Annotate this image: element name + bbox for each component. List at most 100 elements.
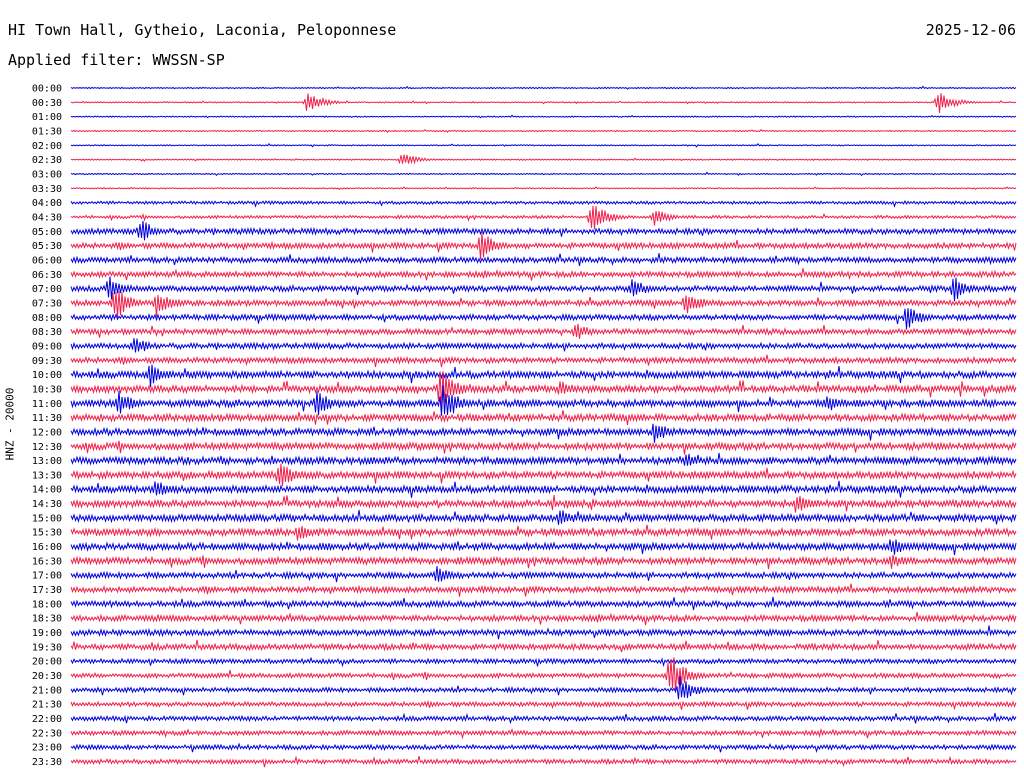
trace-row-2230 — [70, 727, 1017, 740]
row-time-label: 21:00 — [32, 685, 62, 696]
row-time-label: 03:30 — [32, 184, 62, 195]
trace-row-1100 — [70, 385, 1017, 416]
trace-row-0230 — [70, 154, 1017, 165]
trace-row-0700 — [70, 276, 1017, 302]
trace-row-0500 — [70, 220, 1017, 241]
row-time-label: 16:00 — [32, 542, 62, 553]
row-time-label: 18:00 — [32, 599, 62, 610]
trace-row-1530 — [70, 524, 1017, 541]
row-time-label: 15:00 — [32, 513, 62, 524]
trace-row-0330 — [70, 186, 1017, 191]
trace-row-0100 — [70, 114, 1017, 119]
row-time-label: 04:00 — [32, 198, 62, 209]
row-time-label: 09:00 — [32, 341, 62, 352]
row-time-label: 12:00 — [32, 427, 62, 438]
trace-row-1130 — [70, 410, 1017, 425]
trace-row-1930 — [70, 639, 1017, 653]
row-time-label: 17:30 — [32, 585, 62, 596]
trace-row-0730 — [70, 291, 1017, 318]
row-time-label: 14:00 — [32, 485, 62, 496]
filter-label: Applied filter: WWSSN-SP — [8, 51, 225, 69]
row-time-label: 13:00 — [32, 456, 62, 467]
trace-row-0530 — [70, 232, 1017, 260]
row-time-label: 22:00 — [32, 714, 62, 725]
row-time-label: 01:30 — [32, 126, 62, 137]
row-time-label: 02:30 — [32, 155, 62, 166]
row-time-label: 13:30 — [32, 470, 62, 481]
trace-row-0130 — [70, 128, 1017, 134]
trace-row-1500 — [70, 509, 1017, 525]
trace-row-0400 — [70, 200, 1017, 208]
row-time-label: 23:30 — [32, 757, 62, 768]
trace-row-1800 — [70, 596, 1017, 611]
trace-row-1200 — [70, 423, 1017, 443]
trace-row-0300 — [70, 171, 1017, 177]
date-label: 2025-12-06 — [925, 21, 1016, 39]
row-time-label: 23:00 — [32, 743, 62, 754]
trace-row-1900 — [70, 625, 1017, 640]
trace-row-1700 — [70, 565, 1017, 583]
row-time-label: 19:30 — [32, 642, 62, 653]
row-time-label: 08:30 — [32, 327, 62, 338]
trace-row-1430 — [70, 494, 1017, 513]
row-time-label: 03:00 — [32, 169, 62, 180]
row-time-label: 12:30 — [32, 442, 62, 453]
row-time-label: 07:00 — [32, 284, 62, 295]
trace-row-0900 — [70, 338, 1017, 353]
row-time-label: 22:30 — [32, 728, 62, 739]
row-time-label: 16:30 — [32, 556, 62, 567]
trace-row-1030 — [70, 371, 1017, 409]
trace-row-0430 — [70, 205, 1017, 230]
row-time-label: 02:00 — [32, 141, 62, 152]
row-time-label: 07:30 — [32, 298, 62, 309]
row-time-label: 06:30 — [32, 270, 62, 281]
trace-row-0000 — [70, 85, 1017, 90]
trace-row-1400 — [70, 480, 1017, 498]
trace-row-2100 — [70, 675, 1017, 700]
trace-row-0200 — [70, 142, 1017, 148]
trace-row-1330 — [70, 463, 1017, 487]
trace-row-0800 — [70, 308, 1017, 330]
row-time-label: 01:00 — [32, 112, 62, 123]
trace-row-1600 — [70, 539, 1017, 556]
row-time-label: 11:00 — [32, 399, 62, 410]
row-time-label: 05:00 — [32, 227, 62, 238]
trace-row-2300 — [70, 742, 1017, 754]
row-time-label: 14:30 — [32, 499, 62, 510]
row-time-label: 00:30 — [32, 98, 62, 109]
row-time-label: 10:30 — [32, 384, 62, 395]
row-time-label: 17:00 — [32, 571, 62, 582]
row-time-label: 15:30 — [32, 528, 62, 539]
trace-row-1830 — [70, 611, 1017, 626]
row-time-label: 18:30 — [32, 614, 62, 625]
row-time-label: 11:30 — [32, 413, 62, 424]
row-time-label: 10:00 — [32, 370, 62, 381]
trace-row-1230 — [70, 440, 1017, 455]
row-time-label: 19:00 — [32, 628, 62, 639]
row-time-label: 09:30 — [32, 356, 62, 367]
trace-row-0630 — [70, 268, 1017, 281]
trace-row-1730 — [70, 583, 1017, 597]
trace-row-0830 — [70, 323, 1017, 339]
row-time-label: 00:00 — [32, 84, 62, 95]
trace-row-2200 — [70, 712, 1017, 725]
trace-row-2030 — [70, 657, 1017, 692]
row-time-label: 06:00 — [32, 255, 62, 266]
trace-row-2330 — [70, 755, 1017, 768]
trace-row-2000 — [70, 656, 1017, 668]
trace-row-0600 — [70, 253, 1017, 267]
row-time-label: 08:00 — [32, 313, 62, 324]
row-time-label: 04:30 — [32, 212, 62, 223]
trace-row-1000 — [70, 364, 1017, 388]
trace-row-0030 — [70, 93, 1017, 113]
row-time-label: 05:30 — [32, 241, 62, 252]
trace-row-0930 — [70, 354, 1017, 368]
trace-row-2130 — [70, 699, 1017, 711]
row-time-label: 20:00 — [32, 657, 62, 668]
station-title: HI Town Hall, Gytheio, Laconia, Peloponn… — [8, 21, 397, 39]
trace-row-1630 — [70, 554, 1017, 570]
trace-row-1300 — [70, 452, 1017, 467]
row-time-label: 21:30 — [32, 700, 62, 711]
